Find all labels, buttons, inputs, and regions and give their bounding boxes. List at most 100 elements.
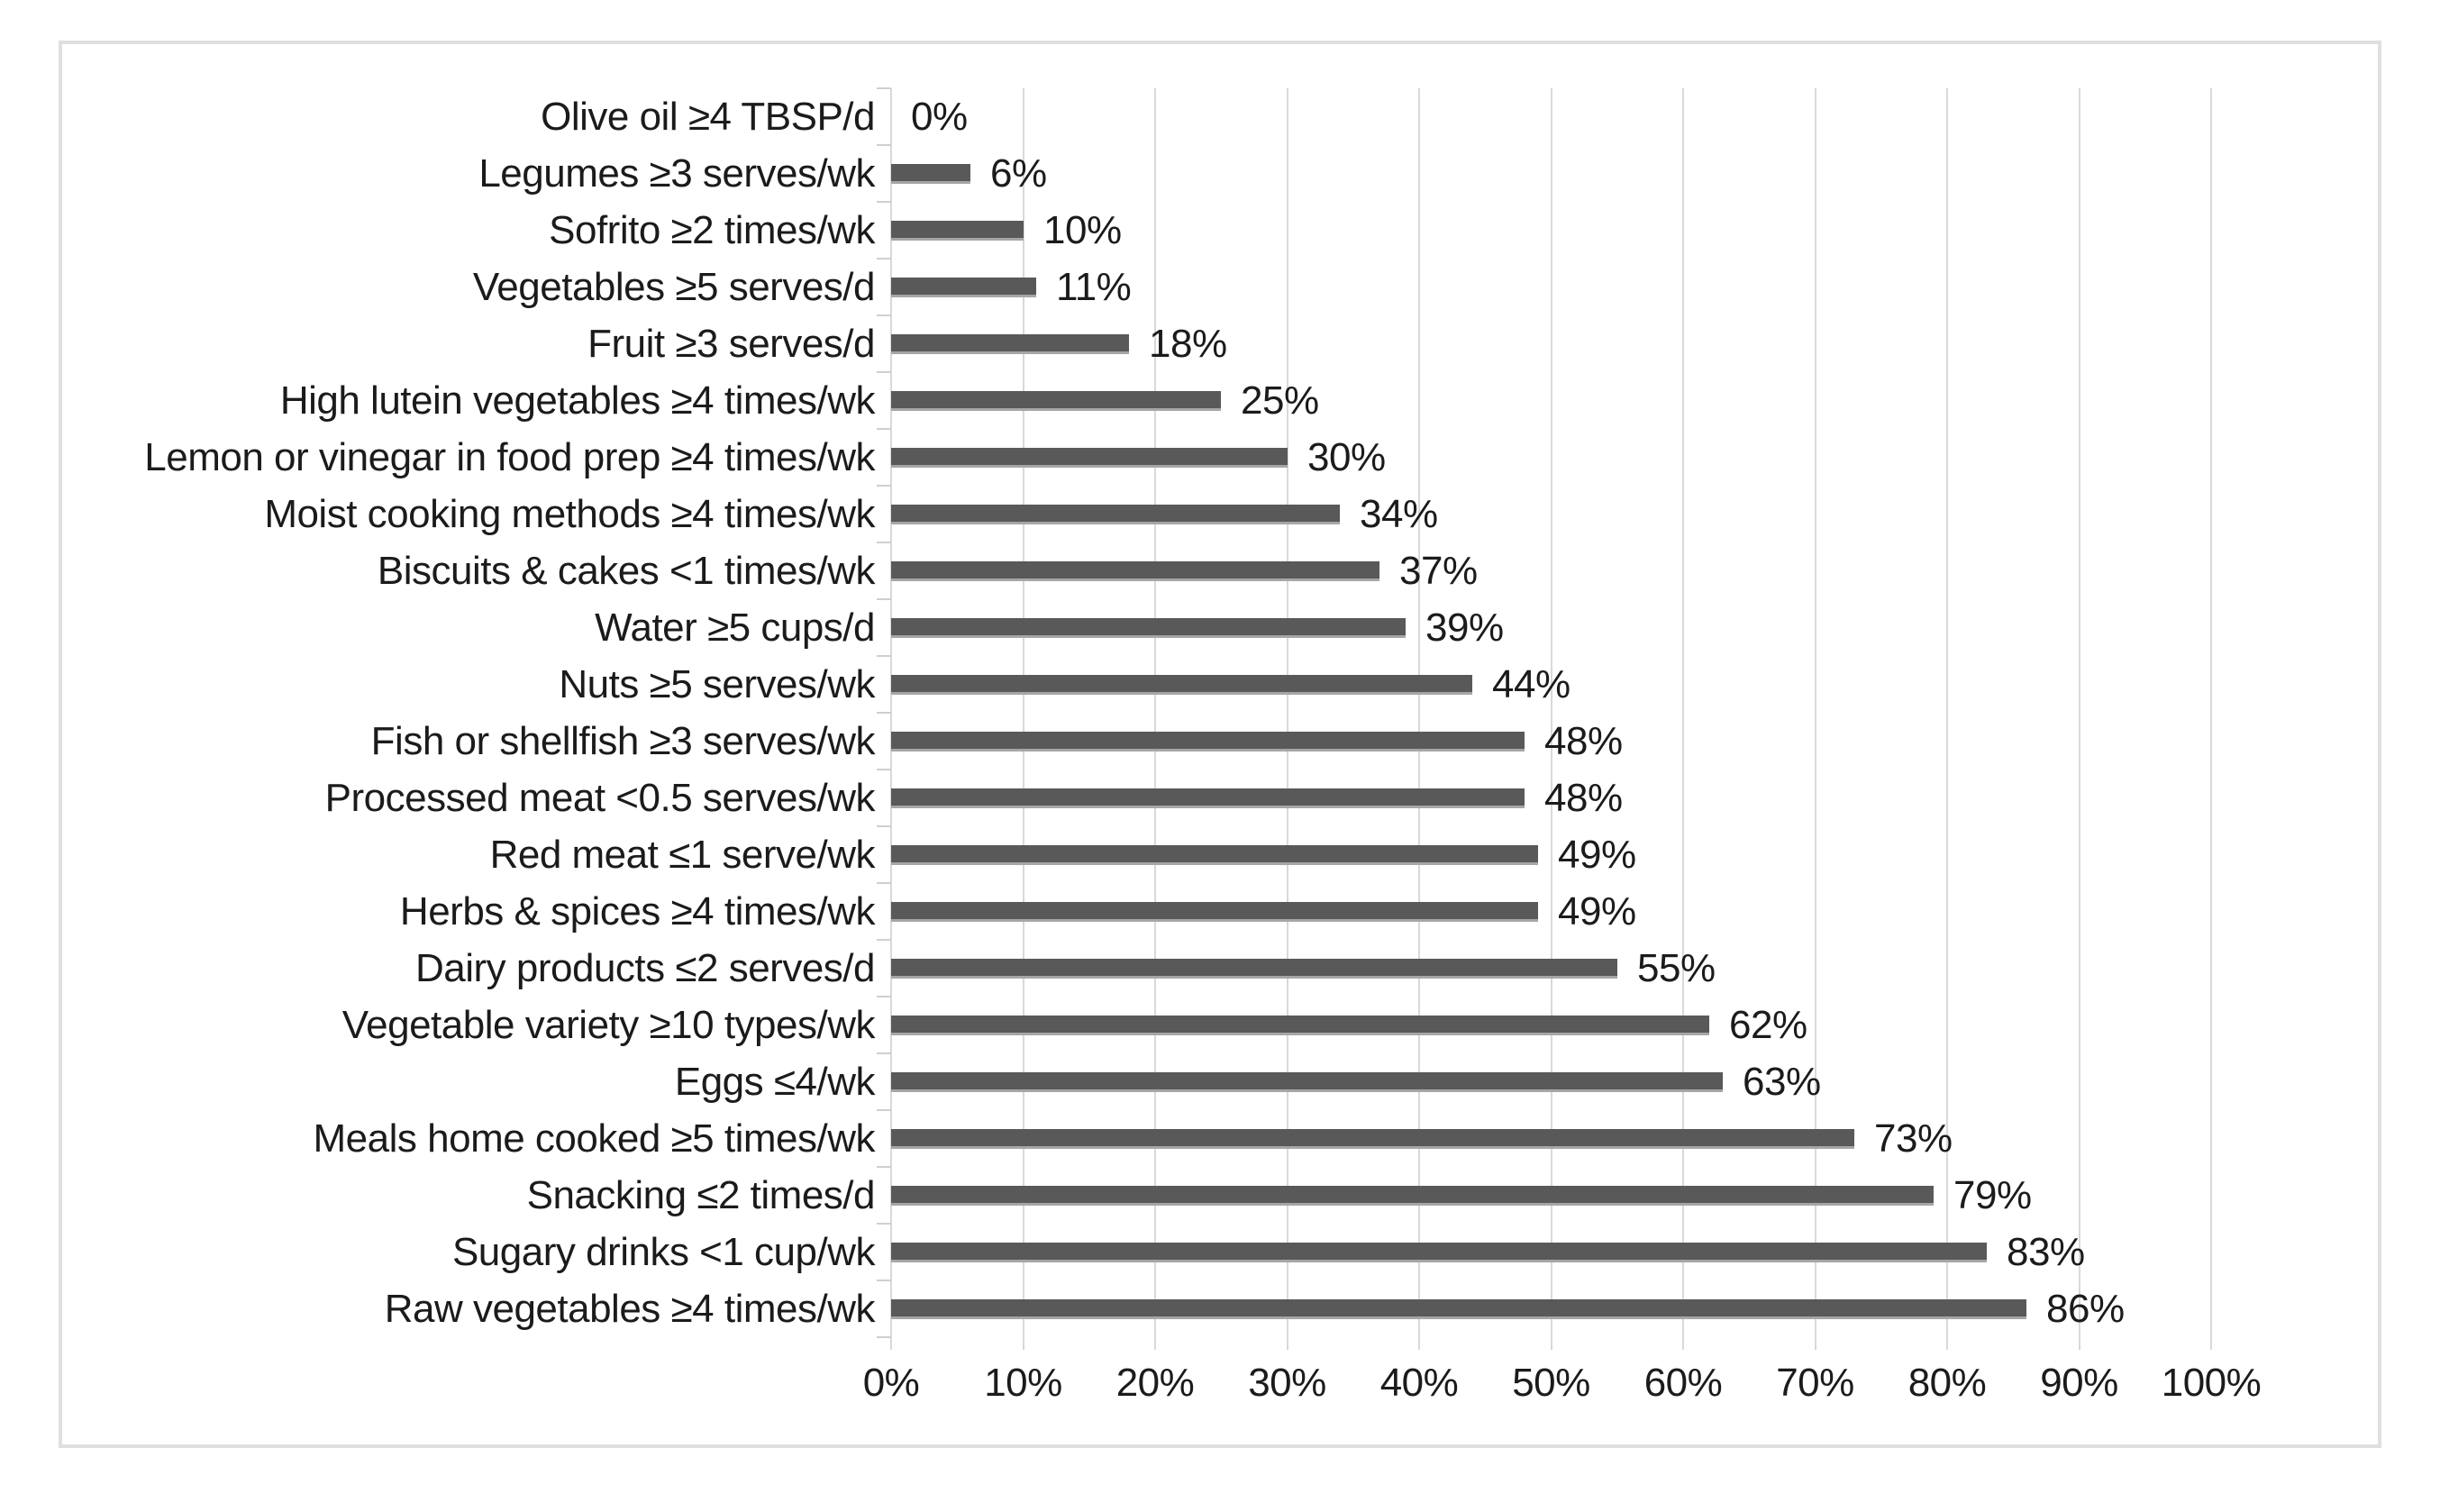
bar: [891, 1299, 2026, 1319]
y-axis-tick: [877, 371, 891, 373]
bar: [891, 675, 1472, 695]
x-axis-tick-label: 80%: [1907, 1361, 1987, 1405]
bar: [891, 561, 1379, 581]
x-axis-tick-label: 40%: [1379, 1361, 1459, 1405]
bar: [891, 1129, 1854, 1149]
gridline: [890, 88, 892, 1350]
y-axis-tick: [877, 712, 891, 714]
value-label: 83%: [2007, 1230, 2085, 1274]
x-axis-tick-label: 100%: [2161, 1361, 2262, 1405]
bar: [891, 164, 970, 184]
y-axis-tick: [877, 201, 891, 203]
y-axis-tick: [877, 939, 891, 941]
category-label: Sugary drinks <1 cup/wk: [451, 1230, 876, 1274]
bar: [891, 448, 1288, 468]
bar: [891, 1016, 1709, 1035]
category-label: Moist cooking methods ≥4 times/wk: [264, 492, 875, 536]
value-label: 30%: [1307, 435, 1386, 479]
category-label: Lemon or vinegar in food prep ≥4 times/w…: [144, 435, 875, 479]
value-label: 37%: [1399, 549, 1478, 593]
category-label: Vegetable variety ≥10 types/wk: [341, 1003, 876, 1047]
category-label: High lutein vegetables ≥4 times/wk: [279, 378, 876, 423]
gridline: [2078, 88, 2080, 1350]
value-label: 11%: [1056, 265, 1132, 309]
gridline: [1154, 88, 1156, 1350]
value-label: 62%: [1729, 1003, 1807, 1047]
x-axis-tick-label: 60%: [1643, 1361, 1723, 1405]
bar: [891, 221, 1024, 241]
y-axis-tick: [877, 996, 891, 997]
y-axis-tick: [877, 882, 891, 884]
y-axis-tick: [877, 598, 891, 600]
category-label: Processed meat <0.5 serves/wk: [324, 776, 876, 820]
category-label: Water ≥5 cups/d: [595, 606, 875, 650]
y-axis-tick: [877, 655, 891, 657]
category-label: Herbs & spices ≥4 times/wk: [399, 889, 876, 934]
value-label: 18%: [1149, 322, 1227, 366]
category-label: Snacking ≤2 times/d: [526, 1173, 876, 1217]
category-label: Red meat ≤1 serve/wk: [489, 833, 876, 877]
category-label: Sofrito ≥2 times/wk: [549, 208, 875, 252]
bar: [891, 959, 1617, 979]
category-label: Raw vegetables ≥4 times/wk: [384, 1287, 876, 1331]
bar: [891, 334, 1129, 354]
bar: [891, 1072, 1723, 1092]
y-axis-tick: [877, 258, 891, 260]
y-axis-tick: [877, 1223, 891, 1225]
x-axis-tick-label: 30%: [1248, 1361, 1326, 1405]
category-label: Fish or shellfish ≥3 serves/wk: [370, 719, 876, 763]
bar: [891, 1186, 1934, 1206]
y-axis-tick: [877, 87, 891, 89]
bar: [891, 618, 1406, 638]
category-label: Olive oil ≥4 TBSP/d: [541, 95, 875, 139]
y-axis-tick: [877, 825, 891, 827]
y-axis-tick: [877, 1109, 891, 1111]
category-label: Meals home cooked ≥5 times/wk: [313, 1116, 876, 1161]
category-label: Dairy products ≤2 serves/d: [414, 946, 876, 990]
y-axis-tick: [877, 314, 891, 316]
value-label: 6%: [990, 151, 1047, 196]
category-label: Vegetables ≥5 serves/d: [472, 265, 876, 309]
x-axis-tick-label: 10%: [984, 1361, 1062, 1405]
bar: [891, 505, 1340, 524]
category-label: Legumes ≥3 serves/wk: [478, 151, 875, 196]
bar: [891, 902, 1538, 922]
y-axis-tick: [877, 1280, 891, 1281]
value-label: 73%: [1874, 1116, 1953, 1161]
gridline: [1022, 88, 1024, 1350]
value-label: 49%: [1558, 889, 1636, 934]
value-label: 0%: [911, 95, 968, 139]
category-label: Nuts ≥5 serves/wk: [559, 662, 875, 706]
y-axis-tick: [877, 1166, 891, 1168]
category-label: Eggs ≤4/wk: [674, 1060, 876, 1104]
x-axis-tick-label: 0%: [862, 1361, 920, 1405]
value-label: 10%: [1043, 208, 1122, 252]
x-axis-tick-label: 70%: [1776, 1361, 1854, 1405]
value-label: 48%: [1544, 776, 1623, 820]
value-label: 34%: [1360, 492, 1438, 536]
gridline: [1418, 88, 1420, 1350]
gridline: [1286, 88, 1288, 1350]
value-label: 48%: [1544, 719, 1623, 763]
x-axis-tick-label: 90%: [2040, 1361, 2118, 1405]
value-label: 39%: [1425, 606, 1504, 650]
y-axis-tick: [877, 485, 891, 487]
bar: [891, 732, 1525, 751]
bar: [891, 391, 1221, 411]
gridline: [1946, 88, 1948, 1350]
y-axis-tick: [877, 1336, 891, 1338]
y-axis-tick: [877, 428, 891, 430]
x-axis-tick-label: 20%: [1115, 1361, 1195, 1405]
y-axis-tick: [877, 769, 891, 770]
bar: [891, 1243, 1987, 1262]
value-label: 25%: [1241, 378, 1319, 423]
value-label: 44%: [1492, 662, 1570, 706]
bar: [891, 788, 1525, 808]
value-label: 63%: [1743, 1060, 1821, 1104]
chart-panel: 0% 10% 20% 30% 40% 50% 60% 70% 80% 90% 100% Olive o…: [59, 41, 2381, 1448]
y-axis-tick: [877, 542, 891, 543]
value-label: 49%: [1558, 833, 1636, 877]
gridline: [1682, 88, 1684, 1350]
category-label: Fruit ≥3 serves/d: [587, 322, 875, 366]
